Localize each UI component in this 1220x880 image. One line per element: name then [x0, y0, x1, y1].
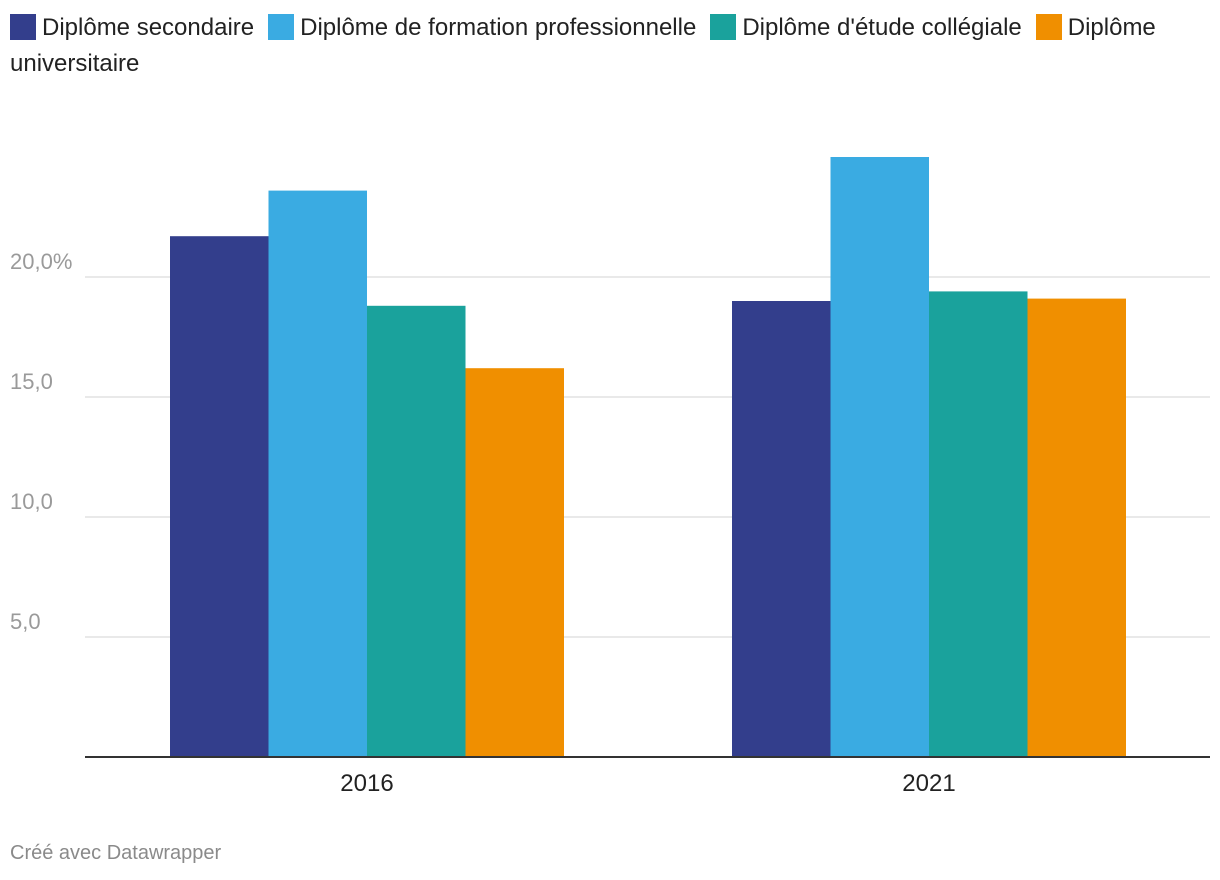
legend-label: Diplôme d'étude collégiale: [742, 14, 1022, 41]
legend-swatch: [1035, 14, 1062, 40]
bar: [1027, 298, 1126, 757]
legend-swatch: [710, 14, 737, 40]
legend-swatch: [268, 14, 295, 40]
legend-label: Diplôme universitaire: [10, 14, 1156, 77]
bar-chart: 5,0 10,0 15,0 20,0% 2016 2021: [10, 157, 1210, 797]
bar: [732, 301, 831, 757]
bar: [170, 236, 269, 757]
bar: [830, 157, 929, 757]
y-tick-label: 5,0: [10, 609, 41, 634]
legend-item: Diplôme secondaire: [10, 14, 254, 41]
footer-credit: Créé avec Datawrapper: [10, 842, 222, 864]
x-tick-label: 2016: [340, 770, 393, 797]
legend-label: Diplôme de formation professionnelle: [300, 14, 697, 41]
y-tick-label: 15,0: [10, 369, 53, 394]
chart-legend: Diplôme secondaire Diplôme de formation p…: [10, 10, 1200, 82]
bar: [929, 291, 1028, 757]
bar: [268, 190, 367, 758]
bar: [465, 368, 564, 757]
legend-item: Diplôme de formation professionnelle: [268, 14, 696, 41]
y-tick-label: 20,0%: [10, 249, 72, 274]
legend-label: Diplôme secondaire: [42, 14, 255, 41]
legend-item: Diplôme universitaire: [10, 14, 1156, 77]
legend-swatch: [10, 14, 36, 40]
bar: [367, 305, 466, 757]
y-tick-label: 10,0: [10, 489, 53, 514]
legend-item: Diplôme d'étude collégiale: [710, 14, 1022, 41]
x-tick-label: 2021: [902, 770, 955, 797]
